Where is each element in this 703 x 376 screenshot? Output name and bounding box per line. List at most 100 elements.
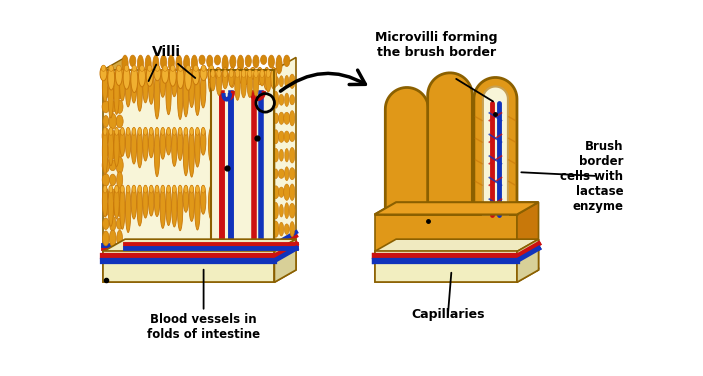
Ellipse shape: [271, 67, 277, 89]
Ellipse shape: [102, 71, 110, 84]
Ellipse shape: [160, 127, 165, 159]
Ellipse shape: [132, 127, 136, 135]
Ellipse shape: [267, 127, 273, 163]
Ellipse shape: [178, 65, 183, 71]
Ellipse shape: [125, 70, 131, 107]
Ellipse shape: [103, 86, 109, 98]
Ellipse shape: [195, 70, 200, 115]
Ellipse shape: [167, 185, 171, 193]
Ellipse shape: [116, 157, 123, 174]
Ellipse shape: [235, 185, 240, 224]
Ellipse shape: [247, 70, 252, 97]
Polygon shape: [103, 239, 296, 252]
Polygon shape: [103, 70, 274, 252]
Ellipse shape: [102, 101, 110, 113]
Ellipse shape: [149, 185, 153, 193]
Polygon shape: [375, 202, 538, 215]
Ellipse shape: [172, 70, 177, 97]
Ellipse shape: [279, 94, 284, 105]
Ellipse shape: [195, 70, 200, 77]
Ellipse shape: [117, 218, 123, 229]
Ellipse shape: [155, 70, 159, 77]
Ellipse shape: [116, 115, 123, 128]
Ellipse shape: [169, 66, 176, 86]
Ellipse shape: [115, 127, 119, 135]
Ellipse shape: [116, 100, 123, 114]
Ellipse shape: [189, 185, 194, 221]
Ellipse shape: [132, 65, 136, 71]
Ellipse shape: [193, 66, 200, 85]
Polygon shape: [103, 58, 125, 252]
Ellipse shape: [254, 70, 260, 109]
Ellipse shape: [245, 55, 252, 67]
Ellipse shape: [284, 131, 290, 143]
Ellipse shape: [230, 55, 236, 68]
Ellipse shape: [183, 55, 190, 71]
Ellipse shape: [138, 185, 141, 193]
Ellipse shape: [289, 168, 295, 180]
Ellipse shape: [108, 127, 113, 166]
Polygon shape: [375, 239, 538, 252]
Ellipse shape: [110, 202, 115, 216]
Ellipse shape: [221, 127, 227, 156]
Ellipse shape: [110, 72, 116, 83]
Ellipse shape: [254, 70, 258, 77]
Ellipse shape: [290, 74, 295, 88]
Ellipse shape: [137, 55, 143, 73]
Polygon shape: [517, 239, 538, 282]
Ellipse shape: [183, 127, 188, 176]
Ellipse shape: [273, 221, 279, 237]
Ellipse shape: [253, 70, 259, 96]
Ellipse shape: [149, 70, 153, 77]
Ellipse shape: [167, 127, 171, 135]
Ellipse shape: [103, 70, 108, 102]
Ellipse shape: [193, 65, 198, 71]
Ellipse shape: [131, 127, 136, 164]
Ellipse shape: [290, 95, 295, 105]
Ellipse shape: [285, 167, 289, 180]
Ellipse shape: [235, 127, 240, 152]
Ellipse shape: [241, 127, 247, 171]
Ellipse shape: [109, 189, 116, 200]
Ellipse shape: [267, 70, 273, 97]
Ellipse shape: [108, 70, 113, 118]
Ellipse shape: [103, 185, 108, 217]
Ellipse shape: [125, 127, 131, 158]
Polygon shape: [103, 252, 274, 282]
Ellipse shape: [110, 130, 115, 142]
Polygon shape: [375, 252, 517, 282]
Ellipse shape: [260, 70, 264, 77]
Ellipse shape: [278, 169, 285, 178]
Ellipse shape: [208, 185, 214, 220]
Ellipse shape: [214, 55, 221, 65]
Ellipse shape: [108, 66, 115, 90]
Ellipse shape: [149, 127, 153, 135]
Ellipse shape: [160, 70, 165, 97]
Ellipse shape: [279, 222, 284, 236]
Ellipse shape: [247, 127, 254, 167]
Ellipse shape: [285, 203, 289, 218]
Ellipse shape: [117, 143, 123, 158]
Ellipse shape: [117, 65, 121, 71]
Ellipse shape: [155, 185, 159, 193]
Ellipse shape: [101, 65, 106, 71]
Ellipse shape: [190, 70, 193, 77]
Ellipse shape: [155, 127, 159, 135]
Ellipse shape: [110, 85, 116, 99]
Ellipse shape: [116, 130, 123, 142]
Ellipse shape: [261, 70, 266, 115]
Ellipse shape: [254, 127, 260, 170]
Ellipse shape: [122, 55, 128, 72]
Ellipse shape: [143, 70, 148, 103]
Ellipse shape: [259, 70, 265, 86]
Ellipse shape: [289, 203, 295, 218]
Ellipse shape: [120, 70, 125, 101]
Ellipse shape: [160, 185, 165, 228]
Polygon shape: [103, 236, 296, 249]
Ellipse shape: [200, 66, 207, 80]
Ellipse shape: [261, 185, 266, 231]
Ellipse shape: [120, 127, 124, 135]
Ellipse shape: [273, 130, 278, 144]
Ellipse shape: [115, 70, 119, 77]
Ellipse shape: [166, 127, 172, 155]
